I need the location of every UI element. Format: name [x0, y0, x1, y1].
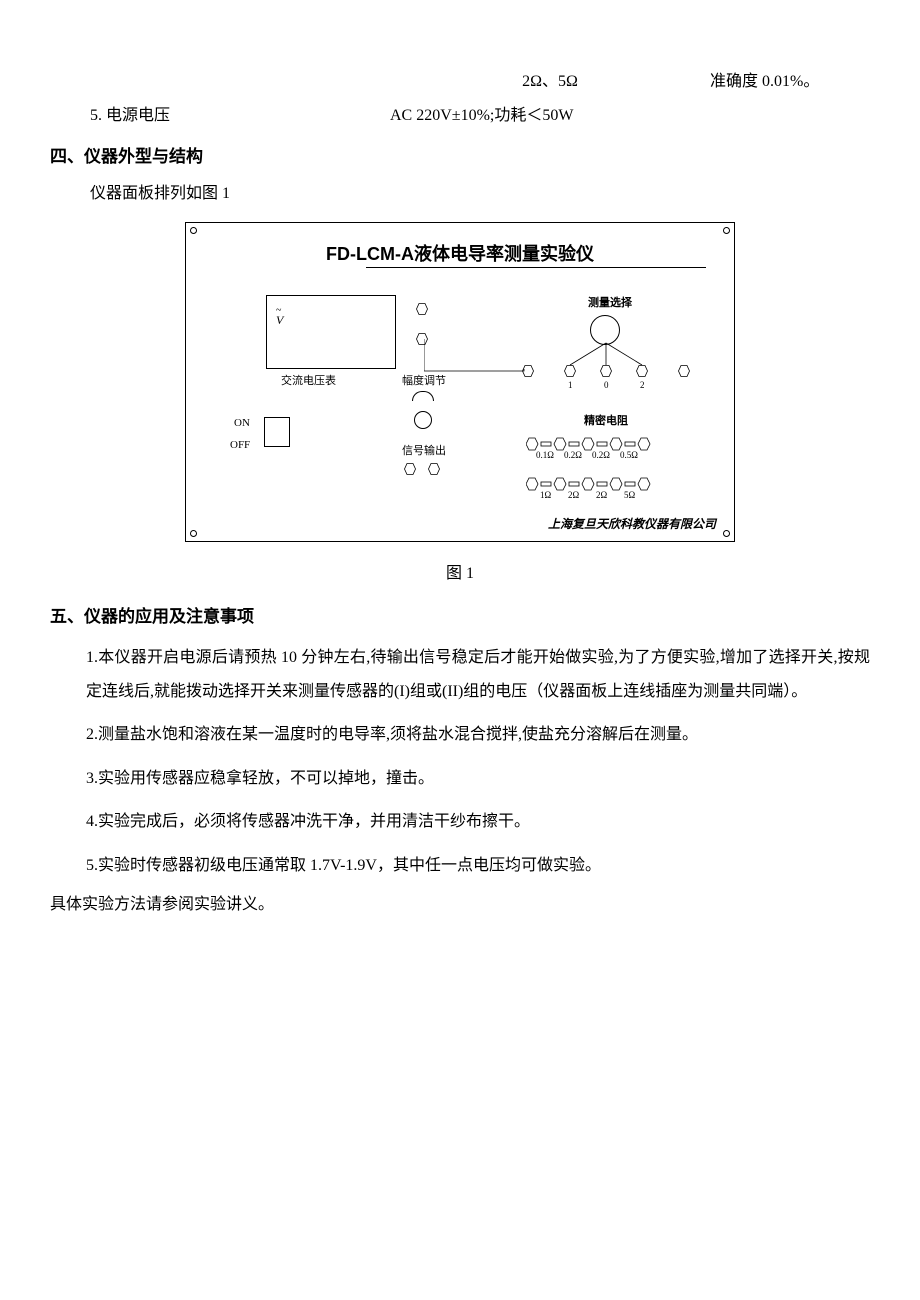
spec-row-resistance: 2Ω、5Ω 准确度 0.01%。	[50, 70, 870, 94]
r7-label: 2Ω	[596, 489, 607, 503]
signal-output-label: 信号输出	[402, 443, 446, 460]
panel-title: FD-LCM-A液体电导率测量实验仪	[186, 241, 734, 268]
figure-1-caption: 图 1	[50, 562, 870, 586]
r3-label: 0.2Ω	[592, 449, 610, 463]
spec-empty	[50, 70, 390, 94]
list-item: 4.实验完成后，必须将传感器冲洗干净，并用清洁干纱布擦干。	[86, 805, 870, 839]
screw-icon	[723, 530, 730, 537]
r6-label: 2Ω	[568, 489, 579, 503]
panel-title-underline	[366, 267, 706, 268]
precision-resistor-label: 精密电阻	[584, 413, 628, 430]
section4-body: 仪器面板排列如图 1	[50, 182, 870, 206]
screw-icon	[190, 227, 197, 234]
screw-icon	[723, 227, 730, 234]
spec-resistance-values: 2Ω、5Ω	[390, 70, 710, 94]
spec-row-power: 5. 电源电压 AC 220V±10%;功耗＜50W	[50, 104, 870, 128]
section5-list: 1.本仪器开启电源后请预热 10 分钟左右,待输出信号稳定后才能开始做实验,为了…	[50, 641, 870, 883]
jack-icon	[564, 365, 576, 377]
resistor-row-1	[526, 435, 706, 449]
instrument-panel-diagram: FD-LCM-A液体电导率测量实验仪 ~ V 交流电压表 幅度调节 信号输出 O…	[185, 222, 735, 542]
r2-label: 0.2Ω	[564, 449, 582, 463]
r4-label: 0.5Ω	[620, 449, 638, 463]
company-label: 上海复旦天欣科教仪器有限公司	[548, 515, 716, 533]
sel-2-label: 2	[640, 379, 645, 393]
spec5-label: 5. 电源电压	[50, 104, 390, 128]
ac-v-symbol: V	[276, 311, 283, 329]
power-switch-box	[264, 417, 290, 447]
list-item: 3.实验用传感器应稳拿轻放，不可以掉地，撞击。	[86, 762, 870, 796]
selection-label: 测量选择	[588, 295, 632, 312]
spec-accuracy: 准确度 0.01%。	[710, 70, 870, 94]
amplitude-arc-icon	[412, 391, 434, 401]
spec5-value: AC 220V±10%;功耗＜50W	[390, 104, 870, 128]
power-on-label: ON	[234, 415, 250, 432]
screw-icon	[190, 530, 197, 537]
jack-icon	[404, 463, 416, 475]
r5-label: 1Ω	[540, 489, 551, 503]
jack-icon	[600, 365, 612, 377]
closing-line: 具体实验方法请参阅实验讲义。	[50, 893, 870, 917]
ac-voltmeter-box	[266, 295, 396, 369]
routing-line	[424, 333, 534, 375]
list-item: 5.实验时传感器初级电压通常取 1.7V-1.9V，其中任一点电压均可做实验。	[86, 849, 870, 883]
power-off-label: OFF	[230, 437, 250, 454]
jack-icon	[636, 365, 648, 377]
sel-0-label: 0	[604, 379, 609, 393]
section5-heading: 五、仪器的应用及注意事项	[50, 604, 870, 630]
r1-label: 0.1Ω	[536, 449, 554, 463]
jack-icon	[416, 303, 428, 315]
sel-1-label: 1	[568, 379, 573, 393]
list-item: 2.测量盐水饱和溶液在某一温度时的电导率,须将盐水混合搅拌,使盐充分溶解后在测量…	[86, 718, 870, 752]
amplitude-label: 幅度调节	[402, 373, 446, 390]
amplitude-knob	[414, 411, 432, 429]
resistor-row-2	[526, 475, 706, 489]
r8-label: 5Ω	[624, 489, 635, 503]
jack-icon	[428, 463, 440, 475]
ac-voltmeter-label: 交流电压表	[281, 373, 336, 390]
list-item: 1.本仪器开启电源后请预热 10 分钟左右,待输出信号稳定后才能开始做实验,为了…	[86, 641, 870, 708]
section4-heading: 四、仪器外型与结构	[50, 144, 870, 170]
jack-icon	[678, 365, 690, 377]
